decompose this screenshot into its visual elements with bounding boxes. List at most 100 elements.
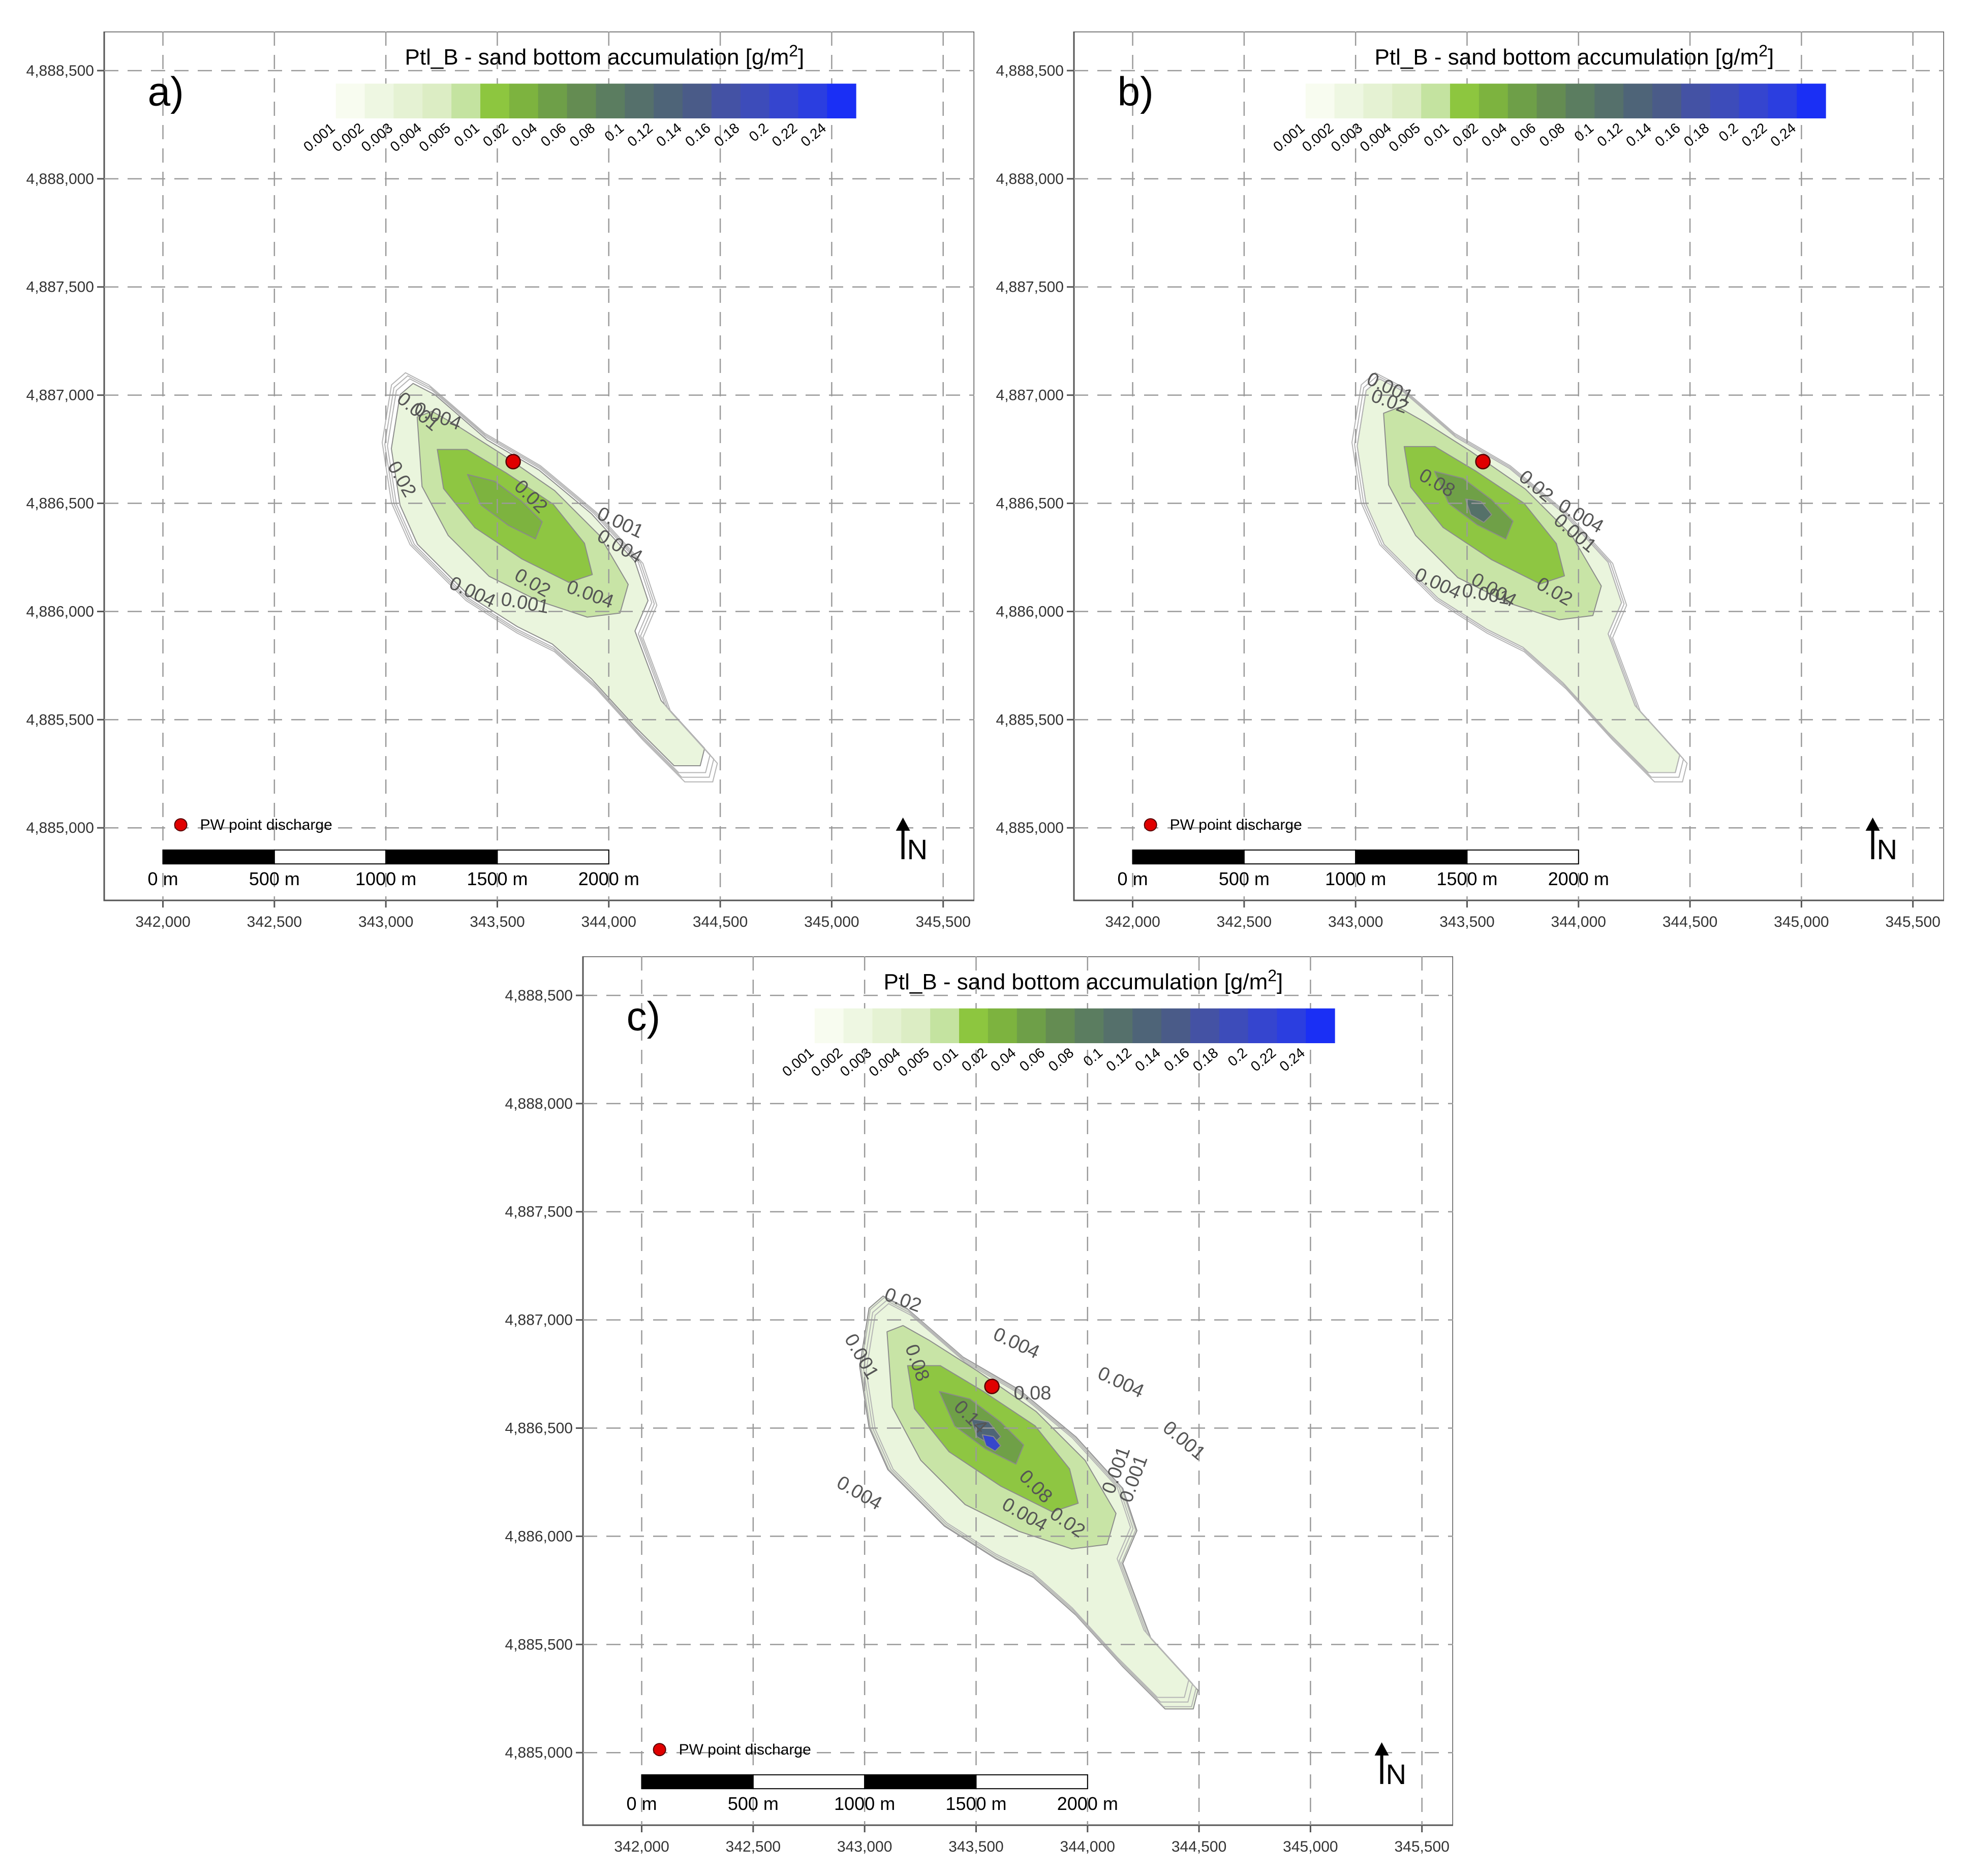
legend-swatch bbox=[711, 83, 741, 118]
panel-label: a) bbox=[148, 69, 184, 114]
scale-segment bbox=[1466, 849, 1579, 865]
legend-swatch bbox=[901, 1008, 931, 1043]
x-tick-label: 345,000 bbox=[1283, 1838, 1338, 1855]
y-tick-label: 4,885,000 bbox=[505, 1744, 573, 1761]
legend-title: Ptl_B - sand bottom accumulation [g/m2] bbox=[884, 966, 1283, 994]
x-tick-label: 343,000 bbox=[358, 914, 413, 930]
y-tick-label: 4,888,000 bbox=[26, 171, 94, 187]
discharge-legend-label: PW point discharge bbox=[200, 817, 332, 833]
scale-label: 1500 m bbox=[945, 1793, 1006, 1814]
scale-segment bbox=[497, 849, 609, 865]
y-tick-label: 4,887,000 bbox=[26, 387, 94, 404]
x-tick-label: 343,500 bbox=[948, 1838, 1003, 1855]
map-panel-c: 342,000 342,500 343,000 343,500 344,000 344,5… bbox=[505, 956, 1453, 1855]
x-tick-label: 344,000 bbox=[1551, 914, 1606, 930]
legend-swatch bbox=[625, 83, 654, 118]
scale-label: 1000 m bbox=[1325, 868, 1386, 889]
scale-segment bbox=[1355, 849, 1468, 865]
legend-swatch bbox=[1421, 83, 1451, 118]
plume-outline bbox=[860, 1297, 1197, 1707]
legend-swatch bbox=[1739, 83, 1768, 118]
scale-segment bbox=[975, 1774, 1088, 1790]
panel-label: c) bbox=[627, 993, 661, 1039]
scale-bar: 0 m 500 m 1000 m 1500 m 2000 m bbox=[148, 849, 639, 889]
legend-swatch bbox=[1045, 1008, 1075, 1043]
legend-swatch bbox=[1074, 1008, 1104, 1043]
scale-label: 0 m bbox=[148, 868, 178, 889]
plume-outline bbox=[1351, 372, 1688, 783]
north-label: N bbox=[1877, 833, 1897, 865]
x-tick-label: 342,500 bbox=[247, 914, 302, 930]
legend-swatch bbox=[1305, 83, 1335, 118]
x-tick-label: 345,500 bbox=[1885, 914, 1940, 930]
x-tick-label: 342,500 bbox=[1217, 914, 1272, 930]
legend-title: Ptl_B - sand bottom accumulation [g/m2] bbox=[1375, 42, 1774, 70]
legend-swatch bbox=[683, 83, 712, 118]
discharge-legend-marker bbox=[174, 818, 188, 832]
plume-outline bbox=[1357, 378, 1681, 773]
scale-label: 500 m bbox=[728, 1793, 779, 1814]
y-tick-label: 4,888,000 bbox=[505, 1096, 573, 1112]
discharge-legend-marker bbox=[653, 1743, 666, 1757]
discharge-point-marker bbox=[984, 1379, 1000, 1394]
scale-label: 2000 m bbox=[1548, 868, 1609, 889]
plume-contour-5 bbox=[981, 1434, 1001, 1452]
scale-segment bbox=[162, 849, 275, 865]
plume-outline bbox=[381, 372, 718, 783]
x-tick-label: 342,000 bbox=[1105, 914, 1160, 930]
plume-outline bbox=[384, 375, 715, 778]
plume-outline bbox=[866, 1303, 1190, 1698]
y-tick-label: 4,888,500 bbox=[505, 987, 573, 1004]
contour-label: 0.08 bbox=[1013, 1383, 1051, 1404]
legend-swatch bbox=[1623, 83, 1653, 118]
plume-contour-4 bbox=[1465, 498, 1492, 523]
legend-swatch bbox=[538, 83, 568, 118]
x-tick-label: 343,000 bbox=[837, 1838, 892, 1855]
y-tick-label: 4,885,000 bbox=[996, 820, 1064, 836]
y-tick-label: 4,888,500 bbox=[996, 62, 1064, 79]
legend-swatch bbox=[1681, 83, 1711, 118]
scale-bar: 0 m 500 m 1000 m 1500 m 2000 m bbox=[1118, 849, 1609, 889]
x-tick-label: 344,000 bbox=[1060, 1838, 1115, 1855]
scale-label: 1500 m bbox=[467, 868, 528, 889]
legend-swatch bbox=[1161, 1008, 1191, 1043]
discharge-point-marker bbox=[505, 454, 521, 470]
discharge-point-marker bbox=[1475, 454, 1491, 470]
north-label: N bbox=[907, 833, 928, 865]
x-tick-label: 343,500 bbox=[470, 914, 525, 930]
x-tick-label: 345,000 bbox=[804, 914, 859, 930]
plume-outline bbox=[1354, 375, 1684, 778]
scale-label: 500 m bbox=[1219, 868, 1270, 889]
discharge-legend-marker bbox=[1144, 818, 1157, 832]
scale-label: 1000 m bbox=[834, 1793, 895, 1814]
scale-segment bbox=[273, 849, 387, 865]
legend-swatch bbox=[567, 83, 596, 118]
y-tick-label: 4,886,000 bbox=[26, 603, 94, 620]
scale-segment bbox=[864, 1774, 977, 1790]
x-tick-label: 342,500 bbox=[726, 1838, 781, 1855]
legend-swatch bbox=[1276, 83, 1306, 118]
legend-swatch bbox=[785, 1008, 815, 1043]
legend-swatch bbox=[1450, 83, 1480, 118]
legend-swatch bbox=[1652, 83, 1682, 118]
legend-swatch bbox=[1103, 1008, 1133, 1043]
y-tick-label: 4,887,500 bbox=[996, 279, 1064, 296]
y-tick-label: 4,885,500 bbox=[26, 711, 94, 728]
map-panel-a: 342,000 342,500 343,000 343,500 344,000 344,5… bbox=[26, 32, 974, 930]
legend-swatch bbox=[814, 1008, 844, 1043]
legend-swatch bbox=[393, 83, 423, 118]
x-tick-label: 344,000 bbox=[581, 914, 636, 930]
discharge-legend-label: PW point discharge bbox=[1170, 817, 1302, 833]
panel-label: b) bbox=[1118, 69, 1154, 114]
scale-bar: 0 m 500 m 1000 m 1500 m 2000 m bbox=[627, 1774, 1118, 1814]
scale-segment bbox=[641, 1774, 754, 1790]
legend-swatch bbox=[1507, 83, 1537, 118]
x-tick-label: 344,500 bbox=[1662, 914, 1717, 930]
legend-swatch bbox=[872, 1008, 902, 1043]
legend-swatch bbox=[1797, 83, 1826, 118]
x-tick-label: 345,500 bbox=[1394, 1838, 1449, 1855]
map-panel-b: 342,000 342,500 343,000 343,500 344,000 344,5… bbox=[996, 32, 1944, 930]
plume-outline bbox=[387, 378, 711, 773]
y-tick-label: 4,886,000 bbox=[505, 1528, 573, 1545]
